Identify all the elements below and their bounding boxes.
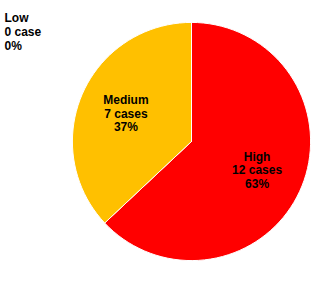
svg-text:High12 cases63%: High12 cases63%: [232, 149, 282, 191]
svg-text:Low0 case0%: Low0 case0%: [5, 11, 42, 53]
svg-text:Medium7 cases37%: Medium7 cases37%: [103, 93, 148, 135]
